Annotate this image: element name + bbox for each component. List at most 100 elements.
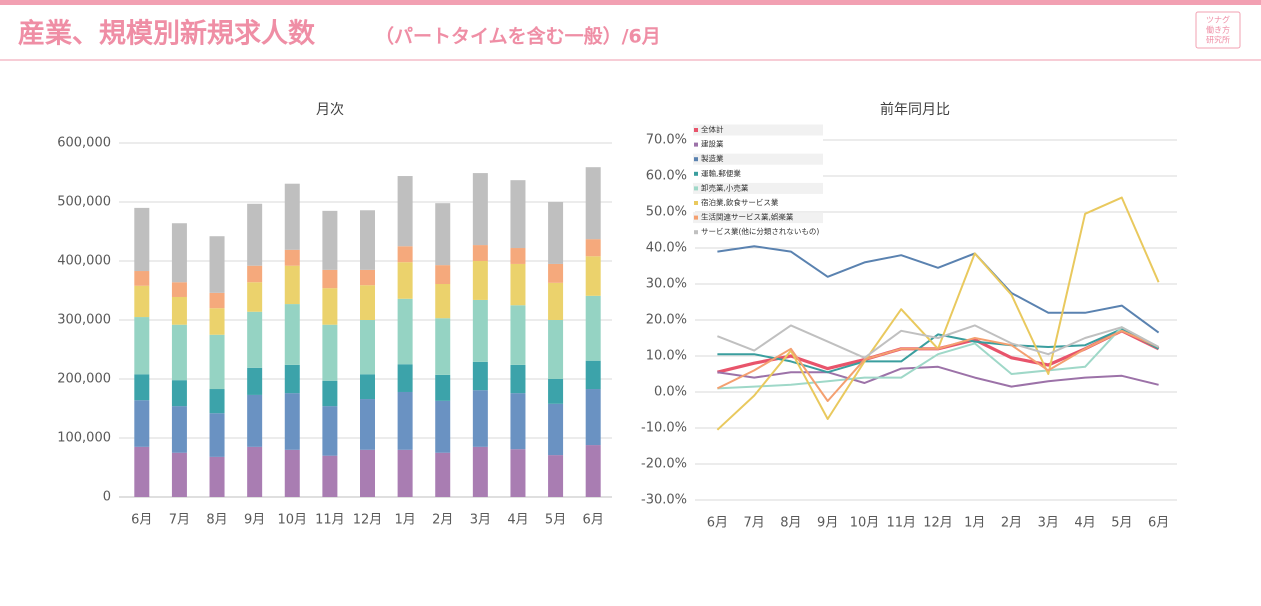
y-tick-label: 60.0% (646, 169, 687, 184)
y-tick-label: 70.0% (646, 133, 687, 148)
bar-segment (360, 269, 375, 286)
bar-segment (548, 320, 564, 379)
series-line (716, 329, 1160, 402)
bar-segment (171, 282, 187, 297)
series-line (717, 365, 1159, 388)
bar-segment (510, 248, 526, 264)
y-tick-label: -10.0% (641, 421, 687, 436)
legend-swatch (694, 230, 698, 235)
bar-segment (360, 210, 375, 270)
logo-text: 働き方 (1206, 25, 1230, 35)
x-tick-label: 8月 (206, 513, 227, 528)
bar-segment (472, 446, 488, 497)
logo-text: ツナグ (1206, 15, 1230, 25)
y-tick-label: 200,000 (57, 372, 111, 387)
bar-segment (435, 203, 451, 266)
legend-label: サービス業(他に分類されないもの) (701, 226, 819, 236)
page-title: 産業、規模別新規求人数 (18, 18, 316, 50)
series-line (717, 328, 1160, 374)
bar-segment (171, 296, 187, 325)
legend-swatch (694, 171, 698, 176)
bar-segment (510, 449, 526, 497)
bar-segment (171, 223, 187, 283)
bar-segment (397, 391, 413, 450)
bar-segment (472, 173, 488, 246)
bar-segment (322, 380, 338, 407)
bar-segment (171, 380, 187, 407)
bar-segment (284, 304, 300, 365)
bar-segment (397, 449, 413, 497)
legend-swatch (694, 128, 698, 132)
bar-segment (247, 367, 263, 395)
bar-segment (322, 406, 338, 456)
bar-segment (134, 207, 150, 272)
x-tick-label: 11月 (315, 513, 345, 528)
legend-background (693, 226, 823, 238)
bar-segment (548, 263, 564, 283)
bar-segment (585, 360, 601, 390)
series-line (717, 326, 1160, 390)
legend-swatch (694, 157, 698, 162)
top-band (0, 0, 1261, 5)
bar-segment (134, 285, 150, 318)
legend-swatch (694, 215, 698, 220)
y-tick-label: 500,000 (57, 195, 111, 210)
page-subtitle: （パートタイムを含む一般）/6月 (375, 25, 661, 48)
y-tick-label: 300,000 (57, 313, 111, 328)
bar-segment (209, 292, 225, 309)
bar-segment (284, 183, 300, 250)
bar-segment (510, 263, 526, 306)
x-tick-label: 5月 (545, 513, 566, 528)
bar-segment (247, 265, 263, 283)
y-tick-label: 600,000 (57, 136, 111, 151)
legend-background (693, 212, 823, 224)
bar-segment (472, 261, 488, 300)
bar-segment (548, 379, 564, 404)
x-tick-label: 3月 (470, 513, 491, 528)
bar-segment (472, 361, 488, 391)
bar-segment (397, 364, 413, 392)
logo-box (1195, 11, 1241, 49)
bar-segment (247, 282, 263, 312)
bar-segment (548, 455, 564, 497)
x-tick-label: 8月 (780, 516, 801, 531)
bar-segment (472, 390, 488, 447)
logo-text: 研究所 (1206, 35, 1230, 45)
chart-title: 月次 (316, 102, 344, 118)
bar-segment (209, 334, 225, 390)
legend-label: 卸売業,小売業 (701, 182, 749, 192)
bar-segment (397, 246, 413, 263)
y-tick-label: -20.0% (641, 457, 687, 472)
bar-segment (548, 202, 564, 264)
legend-label: 製造業 (701, 153, 724, 163)
bar-segment (397, 262, 413, 299)
x-tick-label: 9月 (244, 513, 265, 528)
bar-segment (284, 364, 300, 394)
bar-segment (585, 167, 601, 240)
bar-segment (134, 374, 150, 401)
legend-background (693, 153, 823, 165)
bar-segment (585, 295, 601, 361)
x-tick-label: 10月 (850, 516, 880, 531)
legend-background (693, 124, 823, 136)
x-tick-label: 6月 (131, 513, 152, 528)
y-tick-label: 40.0% (646, 241, 687, 256)
x-tick-label: 2月 (1001, 516, 1022, 531)
x-tick-label: 9月 (817, 516, 838, 531)
legend-background (693, 182, 823, 194)
y-tick-label: 50.0% (646, 205, 687, 220)
legend-background (693, 168, 823, 180)
bar-segment (435, 318, 451, 375)
bar-segment (585, 445, 601, 497)
bar-segment (209, 236, 225, 293)
y-tick-label: 20.0% (646, 313, 687, 328)
legend-swatch (694, 142, 698, 147)
x-tick-label: 10月 (277, 513, 307, 528)
series-line (717, 245, 1160, 334)
bar-segment (134, 271, 150, 286)
bar-segment (247, 203, 263, 266)
bar-segment (171, 324, 187, 381)
y-tick-label: 400,000 (57, 254, 111, 269)
